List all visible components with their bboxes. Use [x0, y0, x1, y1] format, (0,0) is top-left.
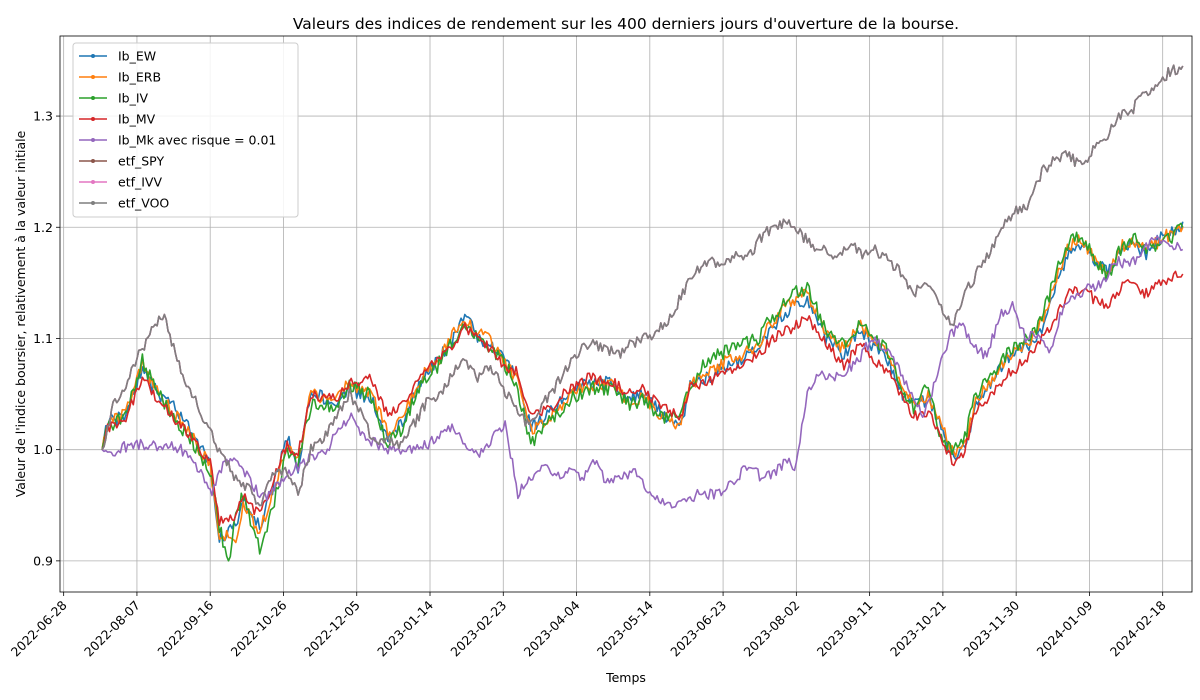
legend: Ib_EW Ib_ERB Ib_IV Ib_MV Ib_Mk avec risque =… — [72, 42, 299, 218]
legend-entry-label: Ib_IV — [118, 91, 149, 106]
series-line-ib-mv — [101, 270, 1184, 526]
legend-swatch-marker — [91, 159, 95, 163]
legend-swatch-marker — [91, 180, 95, 184]
y-tick-label: 1.0 — [33, 442, 53, 457]
y-tick-label: 1.2 — [33, 220, 53, 235]
y-axis: 0.9 1.0 1.1 1.2 1.3 — [33, 109, 60, 568]
legend-swatch-marker — [91, 96, 95, 100]
legend-swatch-marker — [91, 75, 95, 79]
legend-entry-label: etf_VOO — [118, 196, 169, 211]
y-tick-label: 0.9 — [33, 553, 53, 568]
legend-swatch-marker — [91, 138, 95, 142]
legend-swatch-marker — [91, 117, 95, 121]
legend-swatch-marker — [91, 54, 95, 58]
legend-entry-label: Ib_Mk avec risque = 0.01 — [118, 133, 276, 148]
legend-entry-label: Ib_EW — [118, 49, 156, 64]
legend-entry-label: etf_SPY — [118, 154, 164, 169]
legend-entry-label: etf_IVV — [118, 175, 162, 190]
plot-frame — [59, 35, 1193, 593]
series-line-ib-mk-avec-risque-0-01 — [101, 235, 1184, 509]
legend-box — [72, 42, 299, 218]
x-axis-label: Temps — [605, 670, 646, 685]
y-tick-label: 1.3 — [33, 109, 53, 124]
legend-swatch-marker — [91, 201, 95, 205]
y-tick-label: 1.1 — [33, 331, 53, 346]
series-line-etf-voo — [101, 64, 1184, 507]
legend-entry-label: Ib_ERB — [118, 70, 161, 85]
series-lines — [101, 64, 1184, 562]
chart-title: Valeurs des indices de rendement sur les… — [293, 15, 959, 33]
legend-entry-label: Ib_MV — [118, 112, 156, 127]
y-axis-label: Valeur de l'indice boursier, relativemen… — [13, 130, 28, 497]
